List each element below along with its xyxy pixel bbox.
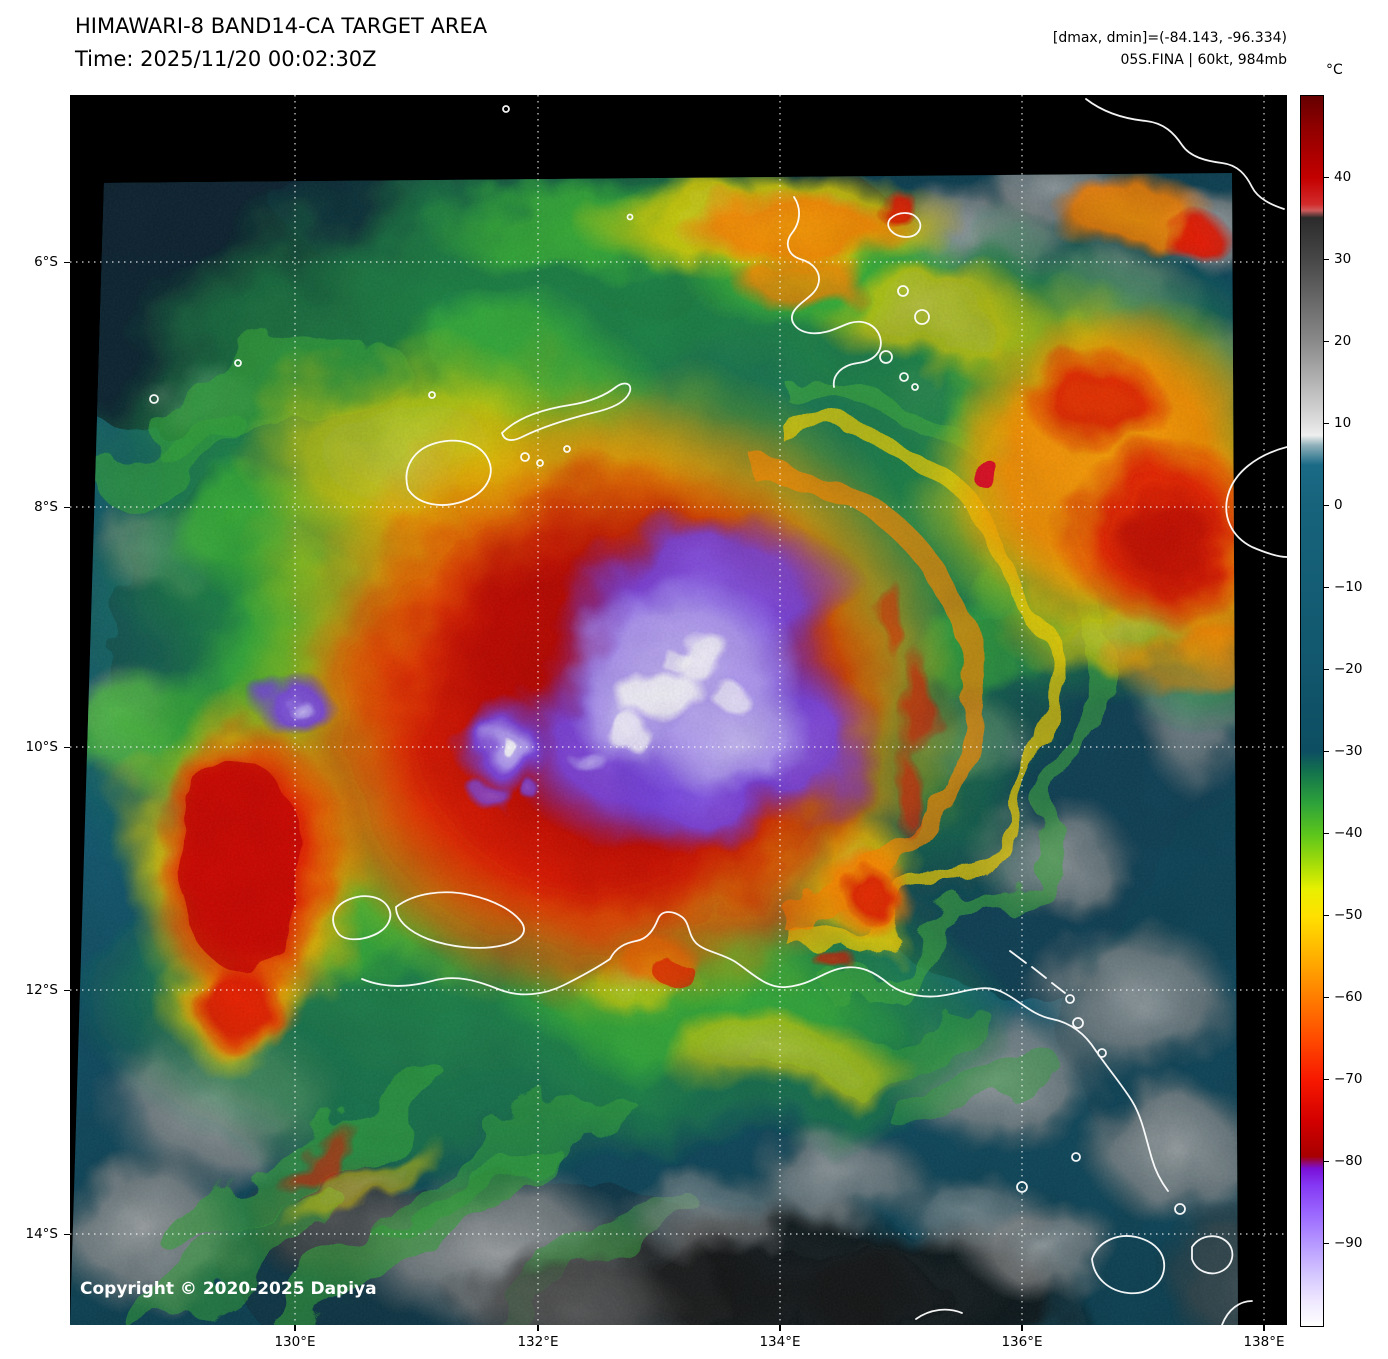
colorbar-tick-label: 20 [1334, 333, 1352, 349]
copyright-watermark: Copyright © 2020-2025 Dapiya [80, 1279, 377, 1299]
dmax-dmin-readout: [dmax, dmin]=(-84.143, -96.334) [1052, 30, 1287, 46]
longitude-tick-mark [294, 1325, 296, 1331]
latitude-tick-mark [64, 261, 70, 263]
latitude-tick-label: 12°S [25, 982, 59, 998]
latitude-tick-mark [64, 506, 70, 508]
longitude-tick-mark [1021, 1325, 1023, 1331]
colorbar-tick-label: −10 [1334, 579, 1363, 595]
latitude-tick-label: 6°S [34, 254, 58, 270]
latitude-axis: 6°S 8°S 10°S 12°S 14°S [0, 95, 70, 1325]
satellite-data-region [70, 173, 1238, 1325]
colorbar-tick-label: −90 [1334, 1235, 1363, 1251]
longitude-tick-label: 136°E [1001, 1334, 1043, 1350]
colorbar-tick-label: −60 [1334, 989, 1363, 1005]
longitude-tick-mark [779, 1325, 781, 1331]
satellite-map: Copyright © 2020-2025 Dapiya [70, 95, 1287, 1325]
colorbar-tick-label: −30 [1334, 743, 1363, 759]
colorbar-tick-label: 40 [1334, 169, 1352, 185]
latitude-tick-mark [64, 1233, 70, 1235]
latitude-tick-mark [64, 989, 70, 991]
timestamp-label: Time: 2025/11/20 00:02:30Z [75, 47, 377, 71]
colorbar-tick-label: −80 [1334, 1153, 1363, 1169]
longitude-tick-label: 138°E [1243, 1334, 1285, 1350]
longitude-tick-label: 130°E [274, 1334, 316, 1350]
colorbar-tick-label: −20 [1334, 661, 1363, 677]
colorbar-unit-label: °C [1326, 62, 1343, 78]
grid-lines [70, 95, 1287, 1325]
longitude-tick-mark [1263, 1325, 1265, 1331]
latitude-tick-mark [64, 746, 70, 748]
colorbar [1300, 95, 1324, 1327]
satellite-image-svg [70, 95, 1287, 1325]
latitude-tick-label: 10°S [25, 739, 59, 755]
longitude-tick-label: 132°E [517, 1334, 559, 1350]
colorbar-tick-label: 10 [1334, 415, 1352, 431]
colorbar-tick-label: 30 [1334, 251, 1352, 267]
latitude-tick-label: 14°S [25, 1226, 59, 1242]
page-title: HIMAWARI-8 BAND14-CA TARGET AREA [75, 14, 488, 38]
colorbar-tick-label: −50 [1334, 907, 1363, 923]
colorbar-tick-label: −40 [1334, 825, 1363, 841]
colorbar-tick-label: 0 [1334, 497, 1343, 513]
longitude-tick-mark [537, 1325, 539, 1331]
storm-info-label: 05S.FINA | 60kt, 984mb [1120, 52, 1287, 68]
colorbar-tick-label: −70 [1334, 1071, 1363, 1087]
coastlines [149, 98, 1287, 1325]
longitude-axis: 130°E 132°E 134°E 136°E 138°E [70, 1325, 1287, 1359]
latitude-tick-label: 8°S [34, 499, 58, 515]
longitude-tick-label: 134°E [759, 1334, 801, 1350]
